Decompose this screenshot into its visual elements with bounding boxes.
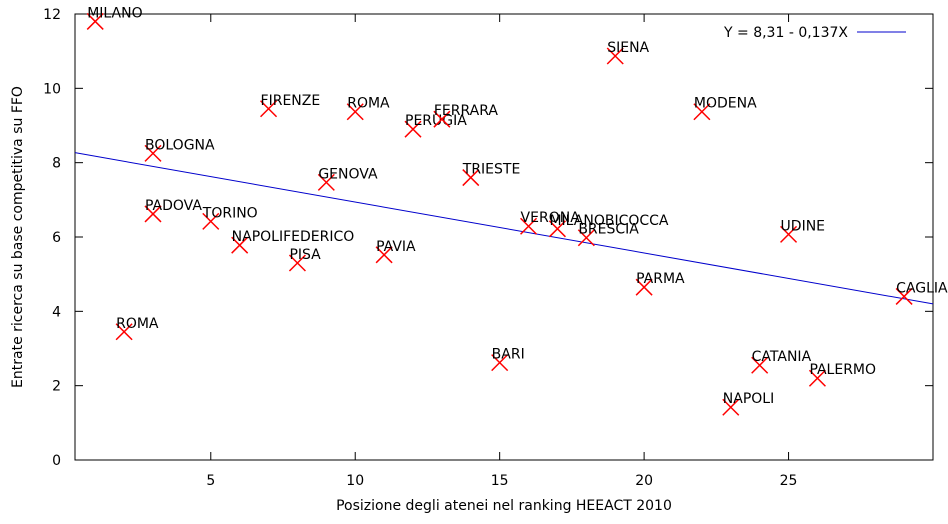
y-tick-label: 0 — [52, 453, 61, 469]
point-label: PARMA — [636, 271, 685, 287]
y-tick-label: 6 — [52, 230, 61, 246]
point — [491, 354, 509, 372]
point — [462, 169, 480, 187]
point — [808, 369, 826, 387]
point-label: PERUGIA — [405, 113, 467, 129]
point — [202, 212, 220, 230]
point-label: SIENA — [607, 40, 649, 56]
point-label: UDINE — [781, 218, 825, 234]
plot-frame — [74, 13, 934, 461]
point — [346, 103, 364, 121]
fit-line — [74, 152, 934, 305]
point-label: ROMA — [116, 316, 159, 332]
point — [548, 220, 566, 238]
point — [260, 100, 278, 118]
point — [635, 278, 653, 296]
point — [722, 398, 740, 416]
x-tick-label: 15 — [491, 473, 509, 489]
point — [780, 225, 798, 243]
point-label: PALERMO — [809, 362, 876, 378]
point-label: MILANOBICOCCA — [549, 213, 668, 229]
point — [577, 229, 595, 247]
point — [404, 120, 422, 138]
y-tick-label: 4 — [52, 304, 61, 320]
x-tick-label: 25 — [780, 473, 798, 489]
point — [288, 254, 306, 272]
point-label: ROMA — [347, 96, 390, 112]
point — [144, 144, 162, 162]
point — [317, 173, 335, 191]
point — [115, 323, 133, 341]
point-label: FERRARA — [434, 103, 499, 119]
point — [433, 110, 451, 128]
x-tick-label: 10 — [346, 473, 364, 489]
point-label: CAGLIARI — [896, 280, 948, 296]
y-axis-label: Entrate ricerca su base competitiva su F… — [10, 86, 26, 388]
legend-label: Y = 8,31 - 0,137X — [723, 25, 848, 41]
point — [895, 287, 913, 305]
point-label: VERONA — [521, 210, 581, 226]
point — [144, 205, 162, 223]
point-label: TORINO — [202, 205, 258, 221]
point — [520, 217, 538, 235]
point-label: PISA — [289, 247, 321, 263]
point-label: CATANIA — [752, 349, 812, 365]
point — [751, 356, 769, 374]
point — [86, 12, 104, 30]
point-label: BOLOGNA — [145, 137, 215, 153]
y-tick-label: 12 — [43, 7, 61, 23]
y-tick-label: 10 — [43, 81, 61, 97]
point-label: GENOVA — [318, 166, 378, 182]
x-axis-label: Posizione degli atenei nel ranking HEEAC… — [336, 498, 672, 514]
x-tick-label: 20 — [635, 473, 653, 489]
point — [693, 103, 711, 121]
point-label: MODENA — [694, 96, 757, 112]
point-label: PAVIA — [376, 239, 416, 255]
point-label: NAPOLIFEDERICO — [232, 229, 355, 245]
point-label: TRIESTE — [462, 162, 521, 178]
point-label: PADOVA — [145, 198, 202, 214]
point-label: BRESCIA — [578, 222, 639, 238]
point-label: MILANO — [87, 5, 142, 21]
point — [231, 236, 249, 254]
point — [606, 47, 624, 65]
y-tick-label: 2 — [52, 379, 61, 395]
point-label: BARI — [492, 347, 525, 363]
point-label: FIRENZE — [261, 93, 321, 109]
y-tick-label: 8 — [52, 156, 61, 172]
x-tick-label: 5 — [206, 473, 215, 489]
point — [375, 246, 393, 264]
point-label: NAPOLI — [723, 391, 774, 407]
